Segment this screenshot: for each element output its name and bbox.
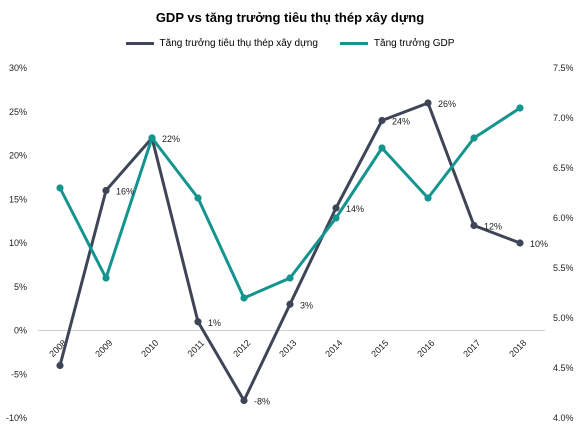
right-axis-tick-label: 6.0% bbox=[553, 213, 574, 223]
x-axis-tick-label: 2017 bbox=[461, 338, 482, 359]
data-point-steel bbox=[286, 300, 294, 308]
data-point-gdp bbox=[332, 214, 340, 222]
left-axis-tick-label: 5% bbox=[14, 282, 27, 292]
data-label-steel: 12% bbox=[484, 222, 502, 232]
data-label-steel: 22% bbox=[162, 134, 180, 144]
legend: Tăng trưởng tiêu thụ thép xây dựng Tăng … bbox=[0, 38, 580, 49]
data-point-steel bbox=[332, 204, 340, 212]
series-line-steel bbox=[58, 101, 521, 402]
left-axis-tick-label: 10% bbox=[9, 238, 27, 248]
data-label-steel: -8% bbox=[254, 397, 270, 407]
data-label-steel: 14% bbox=[346, 204, 364, 214]
right-axis-tick-label: 5.5% bbox=[553, 263, 574, 273]
x-axis-tick-label: 2013 bbox=[277, 338, 298, 359]
right-axis-tick-label: 4.0% bbox=[553, 413, 574, 423]
legend-label-gdp: Tăng trưởng GDP bbox=[373, 38, 455, 49]
legend-item-gdp: Tăng trưởng GDP bbox=[339, 38, 455, 49]
data-point-gdp bbox=[378, 144, 386, 152]
x-axis-tick-label: 2018 bbox=[507, 338, 528, 359]
left-axis-tick-label: 20% bbox=[9, 151, 27, 161]
data-point-gdp bbox=[102, 274, 110, 282]
right-axis-tick-label: 7.5% bbox=[553, 63, 574, 73]
left-axis-tick-label: 25% bbox=[9, 107, 27, 117]
data-point-steel bbox=[470, 221, 478, 230]
x-axis-tick-label: 2012 bbox=[231, 338, 252, 359]
data-point-steel bbox=[102, 186, 110, 195]
left-axis-tick-label: -10% bbox=[6, 413, 27, 423]
right-axis-tick-label: 6.5% bbox=[553, 163, 574, 173]
legend-item-steel: Tăng trưởng tiêu thụ thép xây dựng bbox=[125, 38, 318, 49]
data-point-gdp bbox=[470, 134, 478, 142]
left-axis-tick-label: 15% bbox=[9, 194, 27, 204]
legend-swatch-gdp bbox=[339, 42, 368, 45]
data-label-steel: 16% bbox=[116, 187, 134, 197]
data-label-steel: 3% bbox=[300, 300, 313, 310]
x-axis-tick-label: 2011 bbox=[185, 338, 206, 359]
left-axis-tick-label: -5% bbox=[11, 369, 27, 379]
chart-title: GDP vs tăng trưởng tiêu thụ thép xây dựn… bbox=[155, 10, 425, 25]
data-point-gdp bbox=[516, 104, 524, 112]
data-label-steel: 24% bbox=[392, 117, 410, 127]
x-axis-tick-label: 2016 bbox=[415, 338, 436, 359]
data-point-gdp bbox=[56, 184, 64, 192]
data-point-steel bbox=[240, 396, 248, 405]
data-point-steel bbox=[424, 99, 432, 107]
data-point-steel bbox=[56, 361, 64, 370]
data-point-steel bbox=[378, 116, 386, 125]
data-label-steel: 1% bbox=[208, 318, 221, 328]
x-axis-tick-label: 2015 bbox=[369, 338, 390, 359]
right-axis-tick-label: 4.5% bbox=[553, 363, 574, 373]
legend-label-steel: Tăng trưởng tiêu thụ thép xây dựng bbox=[159, 38, 318, 49]
series-line-gdp bbox=[58, 106, 521, 300]
data-label-steel: 10% bbox=[530, 239, 548, 249]
left-axis-tick-label: 30% bbox=[9, 63, 27, 73]
data-point-gdp bbox=[424, 194, 432, 202]
data-point-steel bbox=[194, 318, 202, 326]
data-point-steel bbox=[516, 239, 524, 247]
data-point-gdp bbox=[148, 134, 156, 142]
left-axis-tick-label: 0% bbox=[14, 326, 27, 336]
x-axis-tick-label: 2010 bbox=[139, 338, 160, 359]
x-axis-tick-label: 2009 bbox=[93, 338, 114, 359]
data-point-gdp bbox=[240, 294, 248, 302]
data-point-gdp bbox=[194, 194, 202, 202]
data-point-gdp bbox=[286, 274, 294, 282]
data-label-steel: 26% bbox=[438, 99, 456, 109]
right-axis-tick-label: 5.0% bbox=[553, 313, 574, 323]
right-axis-tick-label: 7.0% bbox=[553, 113, 574, 123]
x-axis-tick-label: 2014 bbox=[323, 338, 344, 359]
legend-swatch-steel bbox=[125, 42, 154, 45]
